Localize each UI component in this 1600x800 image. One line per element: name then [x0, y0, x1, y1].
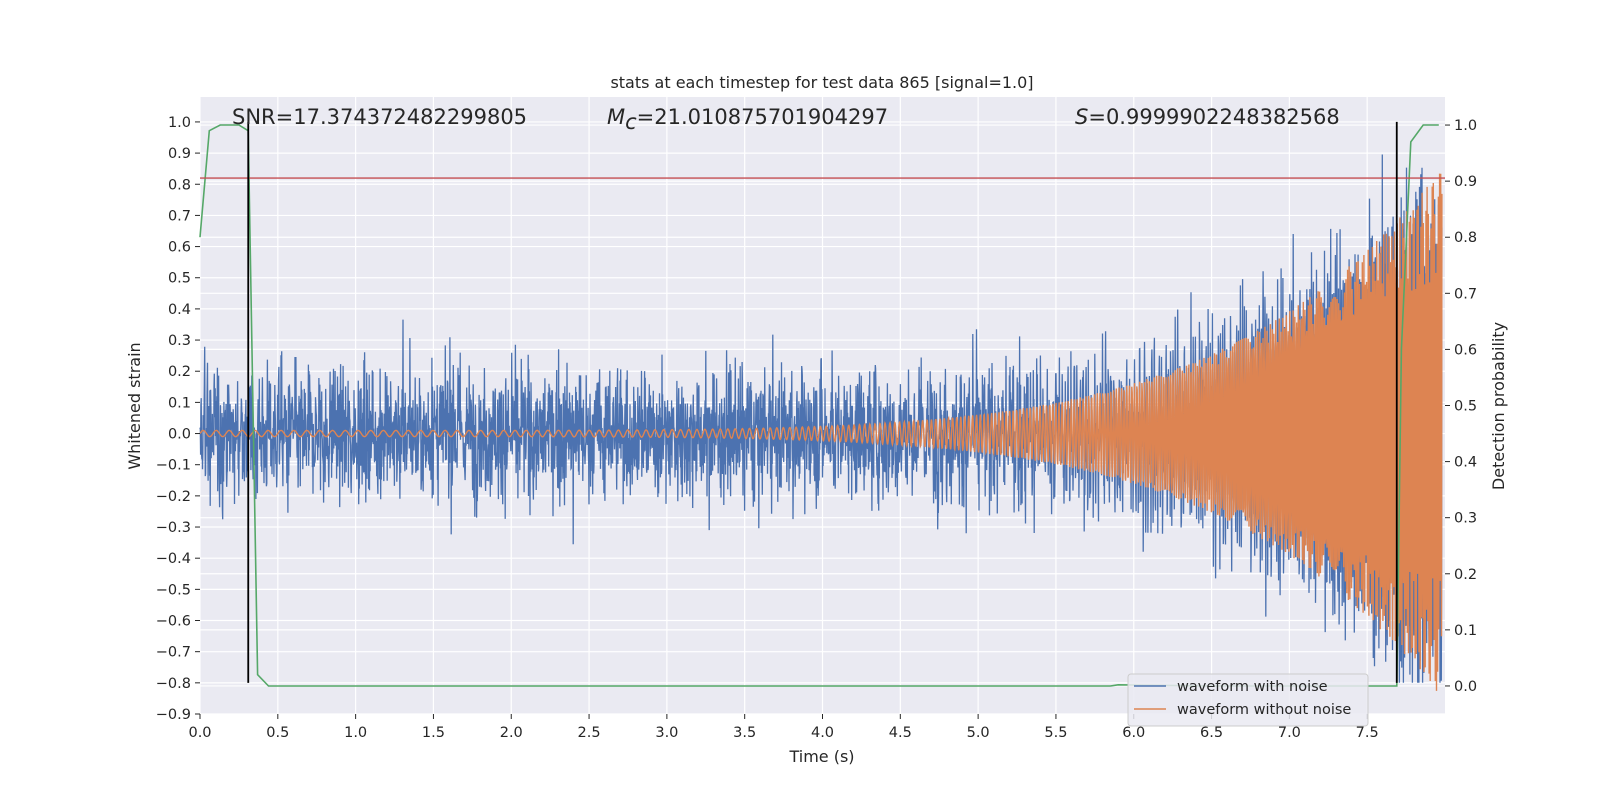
y-tick-label: −0.2	[156, 489, 191, 505]
x-tick-label: 4.5	[889, 725, 912, 741]
x-axis-label: Time (s)	[788, 747, 854, 766]
chirp-mass-annotation: Mc=21.010875701904297	[607, 105, 888, 134]
chirp-mass-symbol: M	[607, 105, 625, 129]
y-tick-labels: 1.0 0.9 0.8 0.7 0.6 0.5 0.4 0.3 0.2 0.1 0.0 −0.1 −0.…	[156, 115, 200, 723]
y-tick-label: −0.9	[156, 707, 191, 723]
x-tick-label: 2.5	[578, 725, 601, 741]
y-tick-label: 0.9	[168, 146, 191, 162]
y-tick-label: 0.2	[168, 364, 191, 380]
series-line-clean	[199, 173, 1443, 691]
y-tick-label: 0.6	[168, 240, 191, 256]
x-tick-label: 1.5	[422, 725, 445, 741]
y-tick-label: 0.8	[168, 177, 191, 193]
x-tick-label: 6.0	[1122, 725, 1145, 741]
chirp-mass-value: =21.010875701904297	[637, 105, 888, 129]
y2-tick-label: 0.5	[1454, 399, 1477, 415]
x-tick-label: 7.0	[1278, 725, 1301, 741]
y-tick-label: −0.5	[156, 582, 191, 598]
y2-tick-label: 1.0	[1454, 118, 1477, 134]
x-tick-label: 3.5	[733, 725, 756, 741]
y-tick-label: 1.0	[168, 115, 191, 131]
legend: waveform with noise waveform without noi…	[1127, 673, 1369, 727]
markers	[200, 121, 1445, 683]
legend-label-noise: waveform with noise	[1177, 679, 1328, 695]
y-tick-label: 0.5	[168, 271, 191, 287]
y2-tick-label: 0.3	[1454, 511, 1477, 527]
y2-tick-label: 0.1	[1454, 623, 1477, 639]
y2-tick-label: 0.7	[1454, 286, 1477, 302]
y-tick-label: 0.1	[168, 395, 191, 411]
y-tick-label: 0.3	[168, 333, 191, 349]
x-tick-label: 3.0	[655, 725, 678, 741]
y2-tick-label: 0.9	[1454, 174, 1477, 190]
x-tick-label: 5.0	[967, 725, 990, 741]
y-tick-label: −0.4	[156, 551, 191, 567]
significance-annotation: S=0.9999902248382568	[1075, 105, 1340, 129]
y-tick-label: −0.8	[156, 676, 191, 692]
y-tick-label: −0.3	[156, 520, 191, 536]
x-tick-label: 0.5	[266, 725, 289, 741]
series-line-probability	[199, 124, 1439, 687]
x-tick-label: 4.0	[811, 725, 834, 741]
snr-annotation: SNR=17.374372482299805	[232, 105, 527, 129]
x-tick-label: 7.5	[1356, 725, 1379, 741]
y-tick-label: −0.7	[156, 645, 191, 661]
y-tick-label: −0.1	[156, 458, 191, 474]
y-tick-label: 0.4	[168, 302, 191, 318]
significance-symbol: S	[1075, 105, 1088, 129]
x-tick-labels: 0.0 0.5 1.0 1.5 2.0 2.5 3.0 3.5 4.0 4.5 5.0 5.5 6.0 6…	[188, 714, 1379, 741]
y-tick-label: 0.0	[168, 427, 191, 443]
chart-title: stats at each timestep for test data 865…	[610, 73, 1033, 92]
x-tick-label: 0.0	[188, 725, 211, 741]
y-tick-label: 0.7	[168, 208, 191, 224]
y2-tick-label: 0.4	[1454, 455, 1477, 471]
y2-tick-label: 0.2	[1454, 567, 1477, 583]
y-tick-label: −0.6	[156, 614, 191, 630]
x-tick-label: 2.0	[500, 725, 523, 741]
y2-tick-label: 0.8	[1454, 230, 1477, 246]
x-tick-label: 6.5	[1200, 725, 1223, 741]
y2-tick-label: 0.0	[1454, 679, 1477, 695]
y2-tick-label: 0.6	[1454, 342, 1477, 358]
x-tick-label: 1.0	[344, 725, 367, 741]
y-axis-label: Whitened strain	[125, 342, 144, 469]
legend-label-clean: waveform without noise	[1177, 702, 1351, 718]
y2-axis-label: Detection probability	[1489, 322, 1508, 490]
legend-box	[1127, 673, 1369, 727]
series-waveform-without-noise	[199, 173, 1443, 691]
y2-tick-labels: 1.0 0.9 0.8 0.7 0.6 0.5 0.4 0.3 0.2 0.1 0.0	[1445, 118, 1477, 695]
significance-value: =0.9999902248382568	[1088, 105, 1339, 129]
series-detection-probability	[199, 124, 1439, 687]
x-tick-label: 5.5	[1044, 725, 1067, 741]
chirp-mass-subscript: c	[625, 110, 637, 134]
